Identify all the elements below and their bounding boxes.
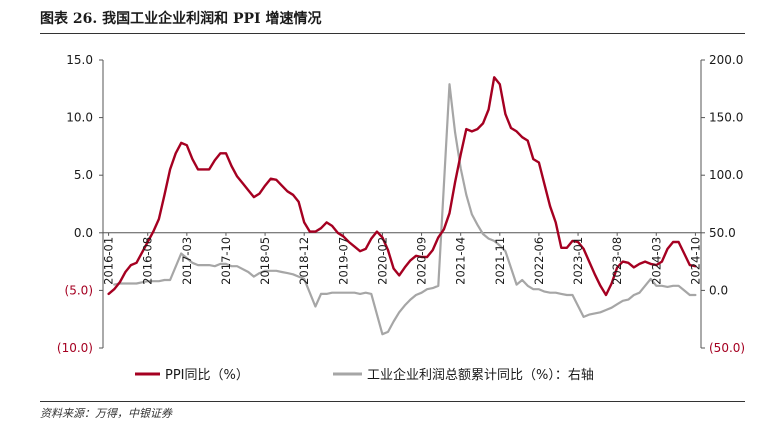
left-axis-tick-label: (10.0) bbox=[57, 341, 93, 355]
source-note: 资料来源：万得，中银证券 bbox=[40, 407, 172, 420]
x-axis-tick-label: 2017-10 bbox=[219, 237, 233, 285]
x-axis-tick-label: 2016-08 bbox=[141, 237, 155, 285]
x-axis-tick-label: 2016-01 bbox=[102, 237, 116, 285]
right-axis-tick-label: 100.0 bbox=[709, 168, 743, 182]
axes-layer bbox=[99, 59, 705, 349]
x-axis-tick-label: 2018-05 bbox=[258, 237, 272, 285]
ppi-series-line bbox=[107, 76, 697, 297]
x-axis-tick-label: 2024-03 bbox=[649, 237, 663, 285]
legend-label-ppi: PPI同比（%） bbox=[165, 368, 249, 383]
x-axis-tick-label: 2019-07 bbox=[336, 237, 350, 285]
x-axis-tick-label: 2020-09 bbox=[415, 237, 429, 285]
left-axis-tick-label: 5.0 bbox=[74, 168, 93, 182]
labels-layer: 15.0 10.0 5.0 0.0 (5.0) (10.0) 200.0 150.0 100.0… bbox=[57, 53, 745, 355]
x-axis-tick-label: 2024-10 bbox=[688, 237, 702, 285]
right-axis-tick-label: 50.0 bbox=[709, 226, 736, 240]
x-axis-tick-label: 2023-01 bbox=[571, 237, 585, 285]
legend-label-profit: 工业企业利润总额累计同比（%）：右轴 bbox=[367, 367, 594, 383]
series-layer bbox=[107, 76, 697, 336]
x-axis-tick-label: 2017-03 bbox=[180, 237, 194, 285]
right-axis-tick-label: 0.0 bbox=[709, 283, 728, 297]
figure-title: 图表 26. 我国工业企业利润和 PPI 增速情况 bbox=[40, 11, 322, 27]
right-axis-tick-label: 200.0 bbox=[709, 53, 743, 67]
x-axis-tick-label: 2018-12 bbox=[297, 237, 311, 285]
legend: PPI同比（%） 工业企业利润总额累计同比（%）：右轴 bbox=[135, 367, 594, 383]
x-axis-tick-label: 2020-02 bbox=[375, 237, 389, 285]
top-rule bbox=[40, 33, 745, 34]
left-axis-tick-label: 10.0 bbox=[66, 111, 93, 125]
x-axis-tick-label: 2022-06 bbox=[532, 237, 546, 285]
bottom-rule bbox=[40, 401, 745, 402]
x-axis-tick-label: 2021-11 bbox=[493, 237, 507, 285]
left-axis-tick-label: (5.0) bbox=[65, 283, 93, 297]
left-axis-tick-label: 15.0 bbox=[66, 53, 93, 67]
right-axis-tick-label: 150.0 bbox=[709, 111, 743, 125]
right-axis-tick-label: (50.0) bbox=[709, 341, 745, 355]
x-axis-tick-label: 2021-04 bbox=[454, 237, 468, 285]
x-axis-tick-label: 2023-08 bbox=[610, 237, 624, 285]
left-axis-tick-label: 0.0 bbox=[74, 226, 93, 240]
profit-series-line bbox=[113, 83, 697, 336]
